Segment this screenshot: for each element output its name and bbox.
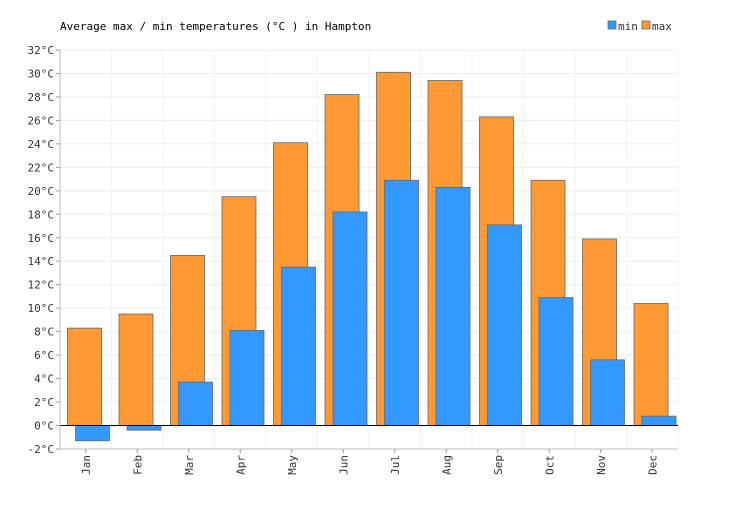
y-tick-label: 32°C [28,44,55,57]
legend-swatch-min [607,20,617,30]
x-tick-label: Jan [80,455,93,475]
y-tick-label: 30°C [28,67,55,80]
bar-max [633,303,669,426]
y-tick-label: 10°C [28,302,55,315]
x-tick-label: Dec [646,455,659,475]
legend-label-min: min [618,20,638,33]
y-tick-label: 22°C [28,161,55,174]
bar-min [538,297,574,426]
y-tick-label: 14°C [28,255,55,268]
bar-min [435,186,471,426]
y-tick-label: -2°C [28,443,55,456]
y-tick-label: 0°C [34,420,54,433]
bar-max [118,313,154,426]
grid [59,49,679,450]
bar-min [487,224,522,426]
y-tick-label: 2°C [34,396,54,409]
bar-max [67,327,102,426]
legend-swatch-max [641,20,651,30]
y-tick-label: 16°C [28,232,55,245]
y-tick-label: 8°C [34,326,54,339]
bar-min [229,330,265,426]
x-tick-label: Feb [131,455,144,475]
x-tick-label: Aug [440,455,453,475]
y-axis-ticks: -2°C 0°C 2°C 4°C 6°C 8°C 10°C 12°C 14°C 16°C 18°C 2… [28,44,60,456]
y-tick-label: 20°C [28,185,55,198]
bar-min [384,179,419,426]
x-axis-ticks: Jan Feb Mar Apr May Jun Jul Aug Sep Oct Nov Dec [80,449,659,475]
bar-min [126,425,162,431]
x-tick-label: Mar [183,455,196,475]
y-tick-label: 4°C [34,373,54,386]
bars [67,71,677,442]
x-tick-label: Oct [543,455,556,475]
axes [59,50,678,450]
chart-title: Average max / min temperatures (°C ) in … [60,20,371,33]
bar-min [641,415,677,426]
bar-min [75,425,110,442]
bar-min [281,266,316,426]
x-tick-label: May [286,455,299,475]
legend: min max [607,20,672,33]
y-tick-label: 12°C [28,279,55,292]
y-tick-label: 24°C [28,138,55,151]
x-tick-label: Jun [337,455,350,475]
x-tick-label: Nov [595,455,608,475]
y-tick-label: 28°C [28,91,55,104]
y-tick-label: 26°C [28,114,55,127]
x-tick-label: Jul [389,455,402,475]
x-tick-label: Apr [234,455,247,475]
x-tick-label: Sep [492,455,505,475]
bar-min [332,211,368,426]
y-tick-label: 6°C [34,349,54,362]
bar-min [178,381,213,426]
bar-min [590,359,625,426]
legend-label-max: max [652,20,672,33]
y-tick-label: 18°C [28,208,55,221]
